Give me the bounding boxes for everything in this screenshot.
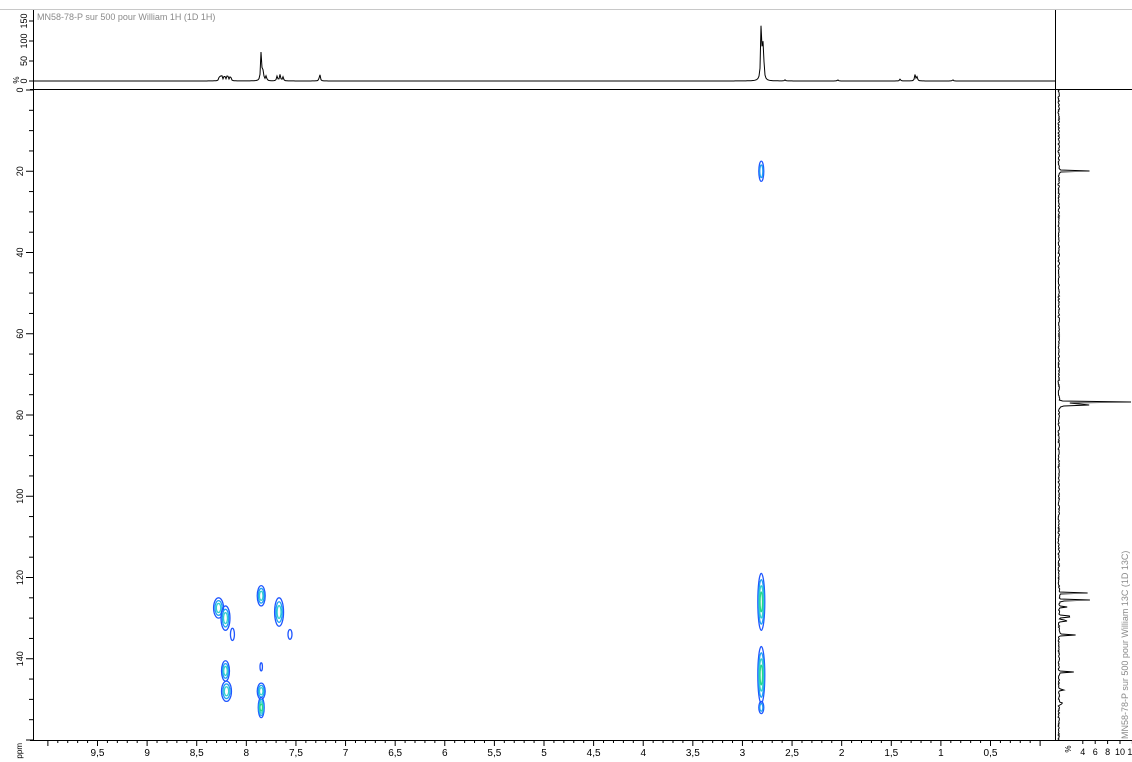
right-spectrum-title: MN58-78-P sur 500 pour William 13C (1D 1…: [1120, 551, 1130, 739]
main-1h-axis: 9,5 9 8,5 8 7,5 7 6,5 6 5,5 5 4,5 4 3,5 3 2,5 2 1,5 1 0,5: [47, 740, 1041, 759]
cross-peak-contour: [757, 652, 765, 698]
cross-peak-contour: [759, 591, 764, 613]
x-tick-label: 4,5: [587, 748, 601, 759]
cross-peak-contour: [758, 700, 765, 715]
cross-peak-contours: [212, 160, 766, 719]
right-x-tick-label: 6: [1093, 747, 1098, 757]
x-tick-label: 6: [442, 748, 448, 759]
cross-peak-contour: [223, 665, 228, 677]
right-spectrum-x-axis: 468 1012: [1080, 740, 1132, 757]
top-1h-spectrum: MN58-78-P sur 500 pour William 1H (1D 1H…: [12, 12, 1055, 84]
cross-peak-contour: [257, 587, 265, 604]
x-tick-label: 8: [244, 748, 250, 759]
x-tick-label: 5: [541, 748, 547, 759]
cross-peak-contour: [258, 590, 264, 601]
top-spectrum-title: MN58-78-P sur 500 pour William 1H (1D 1H…: [37, 12, 215, 22]
x-tick-label: 8,5: [190, 748, 204, 759]
cross-peak-contour: [223, 686, 230, 697]
cross-peak-contour: [221, 608, 230, 628]
cross-peak-contour: [759, 664, 764, 686]
x-tick-label: 7,5: [289, 748, 303, 759]
x-tick-label: 3: [740, 748, 746, 759]
y-tick-label: 100: [15, 489, 25, 504]
x-tick-label: 6,5: [388, 748, 402, 759]
right-spectrum-trace: [1057, 89, 1132, 741]
x-tick-label: 7: [343, 748, 349, 759]
x-tick-label: 4: [640, 748, 646, 759]
y-tick-label: 80: [15, 410, 25, 420]
y-tick-label: 40: [15, 247, 25, 257]
cross-peak-contour: [758, 585, 764, 619]
cross-peak-contour: [229, 627, 236, 642]
x-tick-label: 5,5: [487, 748, 501, 759]
cross-peak-contour: [757, 578, 765, 625]
top-spectrum-trace: [34, 25, 1055, 82]
x-tick-label: 9: [144, 748, 150, 759]
top-y-tick-label: 0: [19, 78, 29, 83]
x-tick-label: 1: [938, 748, 944, 759]
top-spectrum-unit-label: %: [12, 76, 21, 83]
cross-peak-contour: [214, 599, 223, 616]
cross-peak-contour: [759, 703, 764, 712]
cross-peak-contour: [256, 584, 266, 607]
cross-peak-contour: [275, 601, 283, 623]
right-13c-spectrum: MN58-78-P sur 500 pour William 13C (1D 1…: [1057, 89, 1132, 757]
cross-peak-contour: [220, 680, 233, 703]
right-x-tick-label: 8: [1105, 747, 1110, 757]
y-tick-label: 20: [15, 166, 25, 176]
cross-peak-contour: [758, 160, 765, 183]
x-axis-label: ppm: [15, 743, 24, 759]
cross-peak-contour: [220, 605, 231, 631]
y-tick-label: 60: [15, 329, 25, 339]
y-tick-label: 140: [15, 651, 25, 666]
cross-peak-contour: [259, 703, 264, 712]
right-x-tick-label: 12: [1127, 747, 1132, 757]
main-13c-axis: 0 20 40 60 80 100 120 140: [15, 87, 33, 741]
top-y-tick-label: 150: [19, 13, 29, 28]
x-tick-label: 2: [839, 748, 845, 759]
cross-peak-contour: [273, 597, 285, 627]
cross-peak-contour: [222, 683, 231, 700]
cross-peak-contour: [222, 612, 229, 625]
y-tick-label: 120: [15, 570, 25, 585]
top-spectrum-y-axis: 0 50 100 150: [19, 13, 33, 84]
cross-peak-contour: [759, 164, 764, 179]
right-spectrum-unit-label: %: [1063, 745, 1072, 752]
y-tick-label: 0: [15, 87, 25, 92]
cross-peak-contour: [287, 628, 293, 640]
cross-peak-contour: [215, 602, 222, 614]
cross-peak-contour: [221, 662, 230, 679]
cross-peak-contour: [758, 658, 764, 692]
top-y-tick-label: 50: [19, 56, 29, 66]
cross-peak-contour: [258, 686, 264, 696]
x-tick-label: 2,5: [785, 748, 799, 759]
cross-peak-contour: [276, 605, 282, 620]
x-tick-label: 3,5: [686, 748, 700, 759]
cross-peak-contour: [259, 662, 264, 672]
right-x-tick-label: 10: [1115, 747, 1125, 757]
x-tick-label: 1,5: [884, 748, 898, 759]
cross-peak-contour: [757, 572, 766, 631]
top-y-tick-label: 100: [19, 33, 29, 48]
x-tick-label: 0,5: [984, 748, 998, 759]
x-tick-label: 9,5: [91, 748, 105, 759]
right-x-tick-label: 4: [1080, 747, 1085, 757]
